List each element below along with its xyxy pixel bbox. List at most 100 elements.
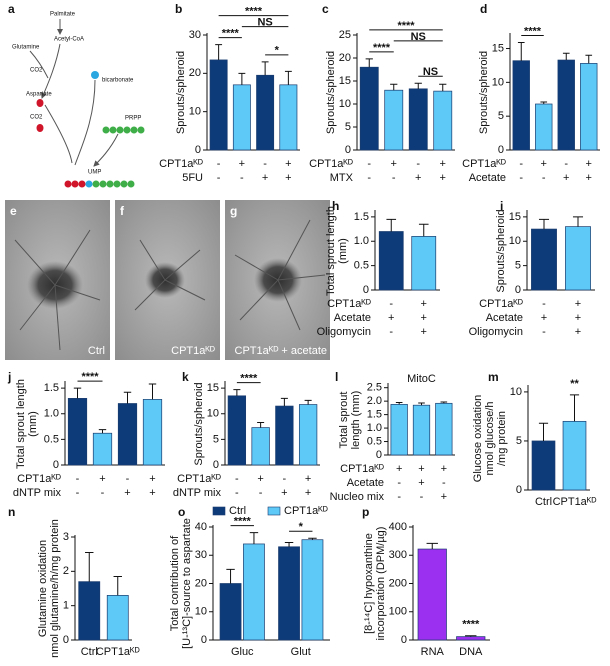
bar — [78, 581, 101, 641]
error-bar — [257, 421, 265, 428]
condition-sign: + — [440, 172, 446, 184]
condition-sign: - — [217, 158, 221, 170]
y-tick-label: 1 — [63, 600, 69, 612]
x-tick-label: Ctrl — [81, 646, 98, 658]
bar — [243, 543, 265, 641]
bar — [512, 60, 530, 151]
condition-sign: - — [389, 298, 393, 310]
error-bar — [395, 402, 403, 405]
error-bar — [238, 72, 246, 85]
co2-icon — [36, 124, 44, 132]
y-axis-label: length (mm) — [350, 391, 362, 450]
y-tick-label: 10 — [207, 408, 219, 420]
x-tick-label: DNA — [459, 646, 483, 658]
significance-label: **** — [373, 42, 391, 54]
condition-sign: + — [440, 158, 446, 170]
condition-name: CPT1aᴷᴰ — [462, 158, 506, 170]
arrow — [93, 133, 119, 167]
y-tick-label: 3 — [63, 531, 69, 543]
error-bar — [538, 218, 550, 230]
error-bar — [280, 397, 288, 407]
bicarbonate-icon — [91, 71, 99, 79]
y-axis-label: nmol glucose/h — [484, 402, 496, 476]
bar — [580, 63, 598, 151]
condition-sign: - — [240, 172, 244, 184]
condition-name: CPT1aᴷᴰ — [327, 298, 371, 310]
condition-name: dNTP mix — [173, 487, 222, 499]
condition-name: CPT1aᴷᴰ — [309, 158, 353, 170]
bar — [301, 539, 324, 641]
y-tick-label: 1.0 — [44, 408, 59, 420]
y-tick-label: 1.0 — [367, 422, 382, 434]
error-bar — [261, 61, 269, 76]
bar — [298, 404, 318, 466]
condition-sign: + — [441, 463, 447, 475]
condition-sign: + — [415, 172, 421, 184]
condition-name: Oligomycin — [469, 326, 523, 338]
condition-sign: - — [76, 473, 80, 485]
y-axis-label: incorporation (DPM/µg) — [375, 527, 387, 641]
error-bar — [73, 387, 82, 399]
ump-icon — [64, 180, 135, 188]
x-tick-label: RNA — [421, 646, 445, 658]
y-tick-label: 1.0 — [354, 235, 369, 247]
condition-sign: - — [126, 473, 130, 485]
bar — [106, 595, 129, 641]
error-bar — [215, 44, 223, 60]
condition-name: CPT1aᴷᴰ — [479, 298, 523, 310]
bar — [408, 88, 428, 151]
y-tick-label: 0 — [63, 634, 69, 646]
bar — [117, 403, 138, 466]
panel-label: e — [10, 204, 17, 218]
condition-name: CPT1aᴷᴰ — [159, 158, 203, 170]
y-tick-label: 0.5 — [367, 435, 382, 447]
y-tick-label: 0 — [53, 459, 59, 471]
y-tick-label: 1.5 — [354, 211, 369, 223]
bar — [278, 546, 300, 641]
significance-label: **** — [222, 27, 240, 39]
y-tick-label: 0 — [195, 144, 201, 156]
condition-sign: - — [416, 158, 420, 170]
panel-label: a — [8, 2, 15, 16]
panel-label: c — [322, 2, 329, 16]
condition-sign: + — [563, 172, 569, 184]
chart-panel: l 0 0.51.01.5 2.02.5 Total sprout length (mm)… — [330, 370, 455, 503]
condition-sign: + — [541, 158, 547, 170]
panel-label: l — [335, 370, 338, 384]
node-label: CO2 — [30, 68, 43, 74]
bar — [417, 548, 447, 641]
condition-sign: + — [391, 158, 397, 170]
bar — [67, 398, 88, 466]
condition-name: CPT1aᴷᴰ — [177, 473, 221, 485]
condition-sign: - — [217, 172, 221, 184]
y-tick-label: 1.5 — [44, 382, 59, 394]
y-axis-label: Sprouts/spheroid — [193, 382, 205, 465]
image-caption: CPT1aᴷᴰ + acetate — [235, 345, 327, 357]
chart-panel: m 0 5 10 Glucose oxidation nmol glucose/h/mg … — [472, 370, 597, 508]
chart-panel: n 0 1 2 3 Glutamine oxidation nmol glutamine/h… — [8, 505, 140, 658]
y-tick-label: 0 — [201, 634, 207, 646]
y-tick-label: 15 — [207, 382, 219, 394]
y-tick-label: 20 — [195, 577, 207, 589]
chart-panel: h 0 0.5 1.0 1.5 Total sprout length (mm) CPT1aᴷ… — [317, 199, 440, 338]
bar — [227, 395, 247, 466]
panel-label: k — [182, 370, 189, 384]
y-tick-label: 15 — [509, 211, 521, 223]
significance-label: NS — [411, 31, 426, 43]
condition-sign: - — [542, 326, 546, 338]
node-label: PRPP — [125, 116, 141, 122]
panel-label: b — [175, 2, 182, 16]
bar — [390, 404, 408, 456]
bar — [142, 399, 163, 466]
y-tick-label: 30 — [189, 29, 201, 41]
condition-name: Acetate — [347, 477, 384, 489]
significance-label: **** — [81, 371, 99, 383]
y-tick-label: 100 — [389, 606, 407, 618]
y-tick-label: 0 — [515, 284, 521, 296]
condition-sign: - — [519, 158, 523, 170]
condition-sign: - — [263, 158, 267, 170]
y-axis-label: Sprouts/spheroid — [478, 51, 490, 134]
